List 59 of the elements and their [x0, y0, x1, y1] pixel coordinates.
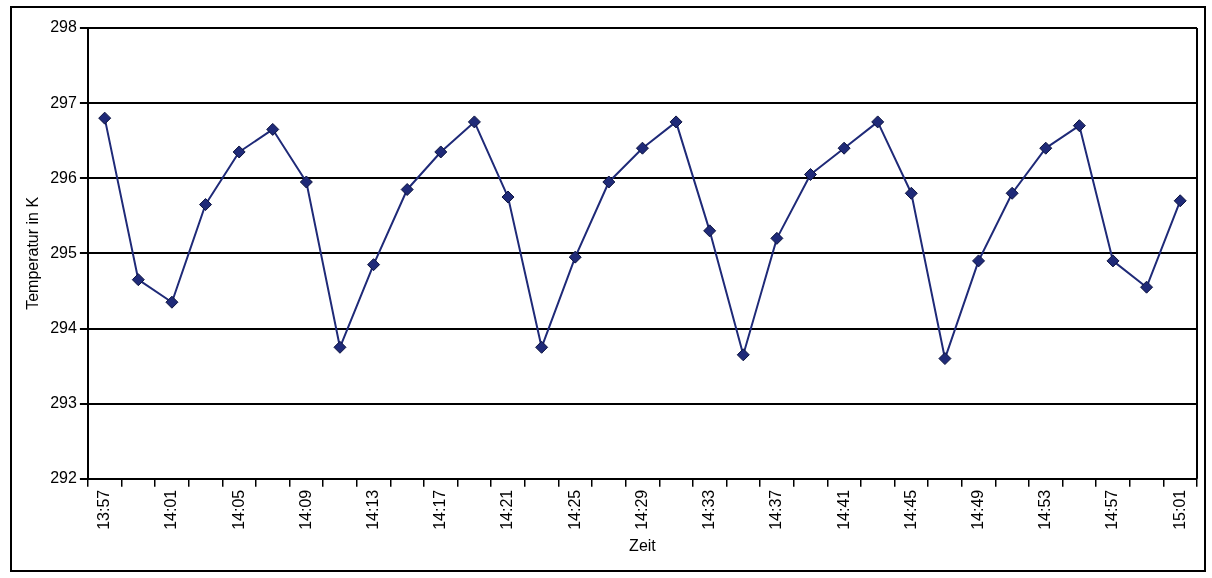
point	[400, 183, 414, 197]
x-tick-label: 14:45	[901, 489, 919, 530]
x-tick-label: 14:01	[162, 489, 180, 530]
x-tick-label: 14:53	[1036, 489, 1054, 530]
x-tick-label: 14:21	[498, 489, 516, 530]
y-tick-label: 296	[50, 168, 77, 186]
point	[904, 186, 918, 200]
y-tick-label: 294	[50, 318, 77, 336]
x-tick-label: 14:29	[632, 489, 650, 530]
point	[972, 254, 986, 268]
x-tick-label: 14:49	[968, 489, 986, 530]
point	[1140, 280, 1154, 294]
x-tick-label: 14:05	[229, 489, 247, 530]
point	[602, 175, 616, 189]
point	[199, 198, 213, 212]
point	[1173, 194, 1187, 208]
point	[467, 115, 481, 129]
y-axis-title: Temperatur in K	[24, 196, 42, 310]
point	[165, 295, 179, 309]
x-tick-label: 13:57	[95, 489, 113, 530]
point	[98, 111, 112, 125]
point	[635, 141, 649, 155]
point	[1106, 254, 1120, 268]
point	[299, 175, 313, 189]
x-axis-title: Zeit	[629, 536, 657, 554]
point	[669, 115, 683, 129]
x-tick-label: 15:01	[1170, 489, 1188, 530]
x-tick-label: 14:13	[363, 489, 381, 530]
point	[535, 340, 549, 354]
point	[736, 348, 750, 362]
y-tick-label: 292	[50, 469, 77, 487]
x-tick-label: 14:37	[767, 489, 785, 530]
y-tick-label: 298	[50, 18, 77, 36]
point	[232, 145, 246, 159]
point	[770, 231, 784, 245]
point	[703, 224, 717, 238]
point	[1072, 119, 1086, 133]
point	[1039, 141, 1053, 155]
point	[367, 258, 381, 272]
point	[938, 352, 952, 366]
point	[568, 250, 582, 264]
x-tick-label: 14:25	[565, 489, 583, 530]
point	[871, 115, 885, 129]
point	[333, 340, 347, 354]
point	[434, 145, 448, 159]
x-tick-label: 14:33	[700, 489, 718, 530]
point	[1005, 186, 1019, 200]
point	[803, 168, 817, 181]
x-tick-label: 14:09	[296, 489, 314, 530]
y-tick-label: 297	[50, 93, 77, 111]
x-tick-label: 14:57	[1103, 489, 1121, 530]
point	[131, 273, 145, 287]
y-tick-label: 295	[50, 243, 77, 261]
x-tick-label: 14:17	[431, 489, 449, 530]
x-tick-label: 14:41	[834, 489, 852, 530]
point	[837, 141, 851, 155]
y-tick-label: 293	[50, 394, 77, 412]
point	[501, 190, 515, 204]
point	[266, 122, 280, 136]
